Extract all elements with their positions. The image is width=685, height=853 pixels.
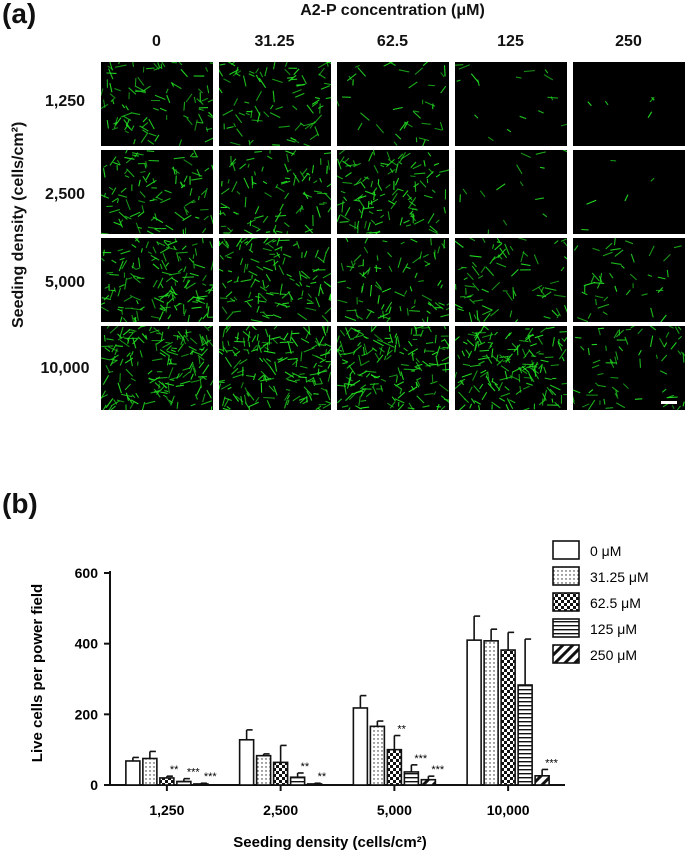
micrograph-tile — [332, 146, 451, 236]
bar — [289, 776, 306, 786]
significance-mark: *** — [545, 757, 559, 769]
micrograph-tile — [335, 59, 449, 148]
x-tick-label: 10,000 — [487, 802, 530, 818]
micrograph-tile — [216, 233, 333, 323]
micrograph-tile — [455, 148, 571, 235]
seeding-density-axis-title: Seeding density (cells/cm²) — [10, 121, 27, 328]
bar — [500, 649, 516, 786]
density-label: 5,000 — [44, 274, 86, 291]
micrograph-tile — [337, 235, 452, 325]
bar — [517, 684, 533, 786]
micrograph-tile — [573, 150, 685, 234]
bar — [420, 778, 437, 786]
y-axis-title: Live cells per power field — [29, 584, 46, 762]
bar — [306, 783, 323, 786]
density-label: 1,250 — [44, 93, 86, 110]
micrograph-tile — [455, 62, 571, 146]
legend-label: 250 μM — [590, 647, 637, 663]
legend-swatch — [552, 618, 580, 638]
significance-mark: *** — [204, 771, 218, 783]
bar — [369, 725, 386, 786]
concentration-label: 250 — [615, 33, 642, 50]
bar — [159, 777, 175, 786]
concentration-label: 62.5 — [376, 33, 409, 50]
bar — [255, 754, 272, 786]
significance-mark: *** — [187, 767, 201, 779]
micrograph-tile — [98, 233, 216, 326]
bar — [466, 639, 482, 786]
bar — [193, 783, 209, 786]
panel-a-label: (a) — [2, 0, 37, 29]
panel-b-label: (b) — [2, 488, 38, 519]
bar-chart: Live cells per power field Seeding densi… — [29, 540, 649, 851]
y-tick-label: 400 — [75, 636, 99, 652]
legend-label: 0 μM — [590, 543, 621, 559]
legend-label: 125 μM — [590, 621, 637, 637]
bar — [125, 760, 141, 786]
legend-label: 62.5 μM — [590, 595, 641, 611]
significance-mark: ** — [397, 724, 406, 736]
micrograph-tile — [454, 234, 571, 325]
x-tick-label: 5,000 — [377, 802, 412, 818]
bar — [352, 707, 369, 786]
micrograph-tile — [454, 322, 571, 414]
x-tick-label: 2,500 — [263, 802, 298, 818]
scale-bar — [661, 401, 677, 404]
micrograph-tile — [571, 323, 685, 415]
bar — [176, 780, 192, 786]
micrograph-tile — [99, 322, 216, 416]
legend-swatch — [552, 592, 580, 612]
bar — [142, 757, 158, 786]
density-label: 2,500 — [44, 186, 86, 203]
concentration-title: A2-P concentration (μM) — [300, 2, 485, 19]
micrograph-tile — [213, 321, 336, 413]
significance-mark: *** — [431, 764, 445, 776]
bar — [238, 738, 255, 786]
micrograph-tile — [573, 62, 685, 146]
bar — [483, 640, 499, 786]
micrograph-tile — [215, 58, 335, 148]
legend-swatch — [552, 644, 580, 664]
micrograph-tile — [98, 57, 217, 147]
density-label: 10,000 — [40, 360, 90, 377]
y-tick-label: 600 — [75, 565, 99, 581]
x-axis-title: Seeding density (cells/cm²) — [233, 834, 426, 851]
concentration-label: 31.25 — [254, 33, 295, 50]
bar — [272, 761, 289, 786]
micrograph-tile — [216, 147, 335, 239]
concentration-label: 125 — [497, 33, 524, 50]
bar — [534, 775, 550, 786]
micrograph-tile — [573, 234, 685, 323]
significance-mark: ** — [318, 771, 327, 783]
concentration-label: 0 — [152, 33, 161, 50]
y-tick-label: 200 — [75, 706, 99, 722]
y-tick-label: 0 — [90, 777, 98, 793]
significance-mark: ** — [301, 761, 310, 773]
significance-mark: ** — [170, 764, 179, 776]
micrograph-tile — [97, 147, 215, 238]
significance-mark: *** — [414, 753, 428, 765]
legend-label: 31.25 μM — [590, 569, 649, 585]
legend-swatch — [552, 566, 580, 586]
micrograph-tile — [334, 321, 452, 413]
bar — [403, 771, 420, 786]
bar — [386, 748, 403, 786]
legend-swatch — [552, 540, 580, 560]
x-tick-label: 1,250 — [149, 802, 184, 818]
